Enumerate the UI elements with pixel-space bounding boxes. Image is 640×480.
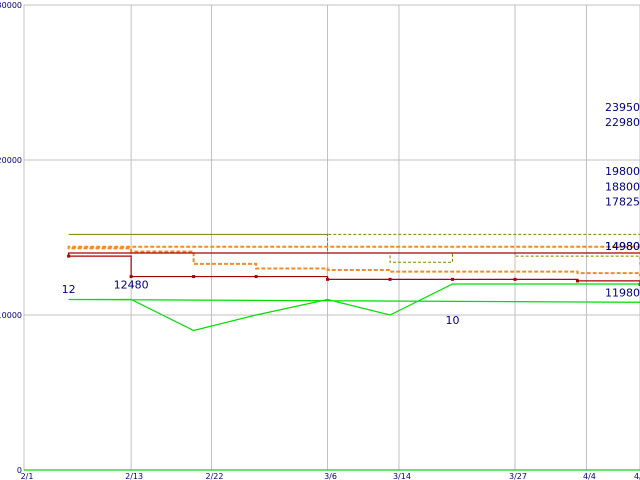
- x-tick-label: 3/14: [393, 472, 411, 480]
- y-tick-label: 30000: [0, 1, 22, 10]
- y-tick-label: 20000: [0, 156, 22, 165]
- min-price-point: [576, 279, 580, 283]
- y-tick-label: 10000: [0, 311, 22, 320]
- min-price-point: [254, 275, 258, 279]
- grid: [24, 4, 640, 470]
- price-series: [67, 233, 640, 286]
- max-price-line: [68, 233, 640, 266]
- price-data-label: 18800: [605, 181, 640, 194]
- price-data-label: 12480: [114, 279, 149, 292]
- min-price-point: [513, 277, 517, 281]
- x-tick-label: 4/10: [634, 472, 640, 480]
- price-data-label: 23950: [605, 101, 640, 114]
- price-data-label: 14980: [605, 240, 640, 253]
- y-tick-label: 0: [17, 466, 22, 475]
- min-price-point: [388, 277, 392, 281]
- price-data-label: 17825: [605, 196, 640, 209]
- min-price-line: [68, 252, 640, 285]
- data-labels: 2395022980198001880017825149801498012480…: [62, 101, 640, 327]
- min-price-point: [451, 277, 455, 281]
- x-tick-label: 2/1: [21, 472, 34, 480]
- x-tick-label: 3/6: [324, 472, 337, 480]
- price-data-label: 22980: [605, 116, 640, 129]
- x-axis-ticks: 2/12/223/144/44/255/236/137/47/258/229/1…: [21, 472, 640, 480]
- price-data-label: 19800: [605, 165, 640, 178]
- count-data-label: 12: [62, 283, 76, 296]
- axes: [23, 5, 640, 471]
- y-axis-ticks: 0 10000 20000 30000: [0, 1, 22, 475]
- min-price-point: [326, 277, 330, 281]
- x-tick-label: 4/4: [583, 472, 596, 480]
- min-price-point: [129, 275, 133, 279]
- x-tick-label: 2/22: [205, 472, 223, 480]
- min-price-point: [192, 275, 196, 279]
- x-tick-label: 3/27: [509, 472, 527, 480]
- x-tick-label: 2/13: [125, 472, 143, 480]
- min-price-point: [67, 254, 71, 258]
- count-line: [24, 283, 640, 471]
- count-data-label: 10: [446, 314, 460, 327]
- avg-price-line: [67, 245, 640, 277]
- price-data-label: 14980: [605, 240, 640, 253]
- count-series: [24, 283, 640, 471]
- price-data-label: 11980: [605, 286, 640, 299]
